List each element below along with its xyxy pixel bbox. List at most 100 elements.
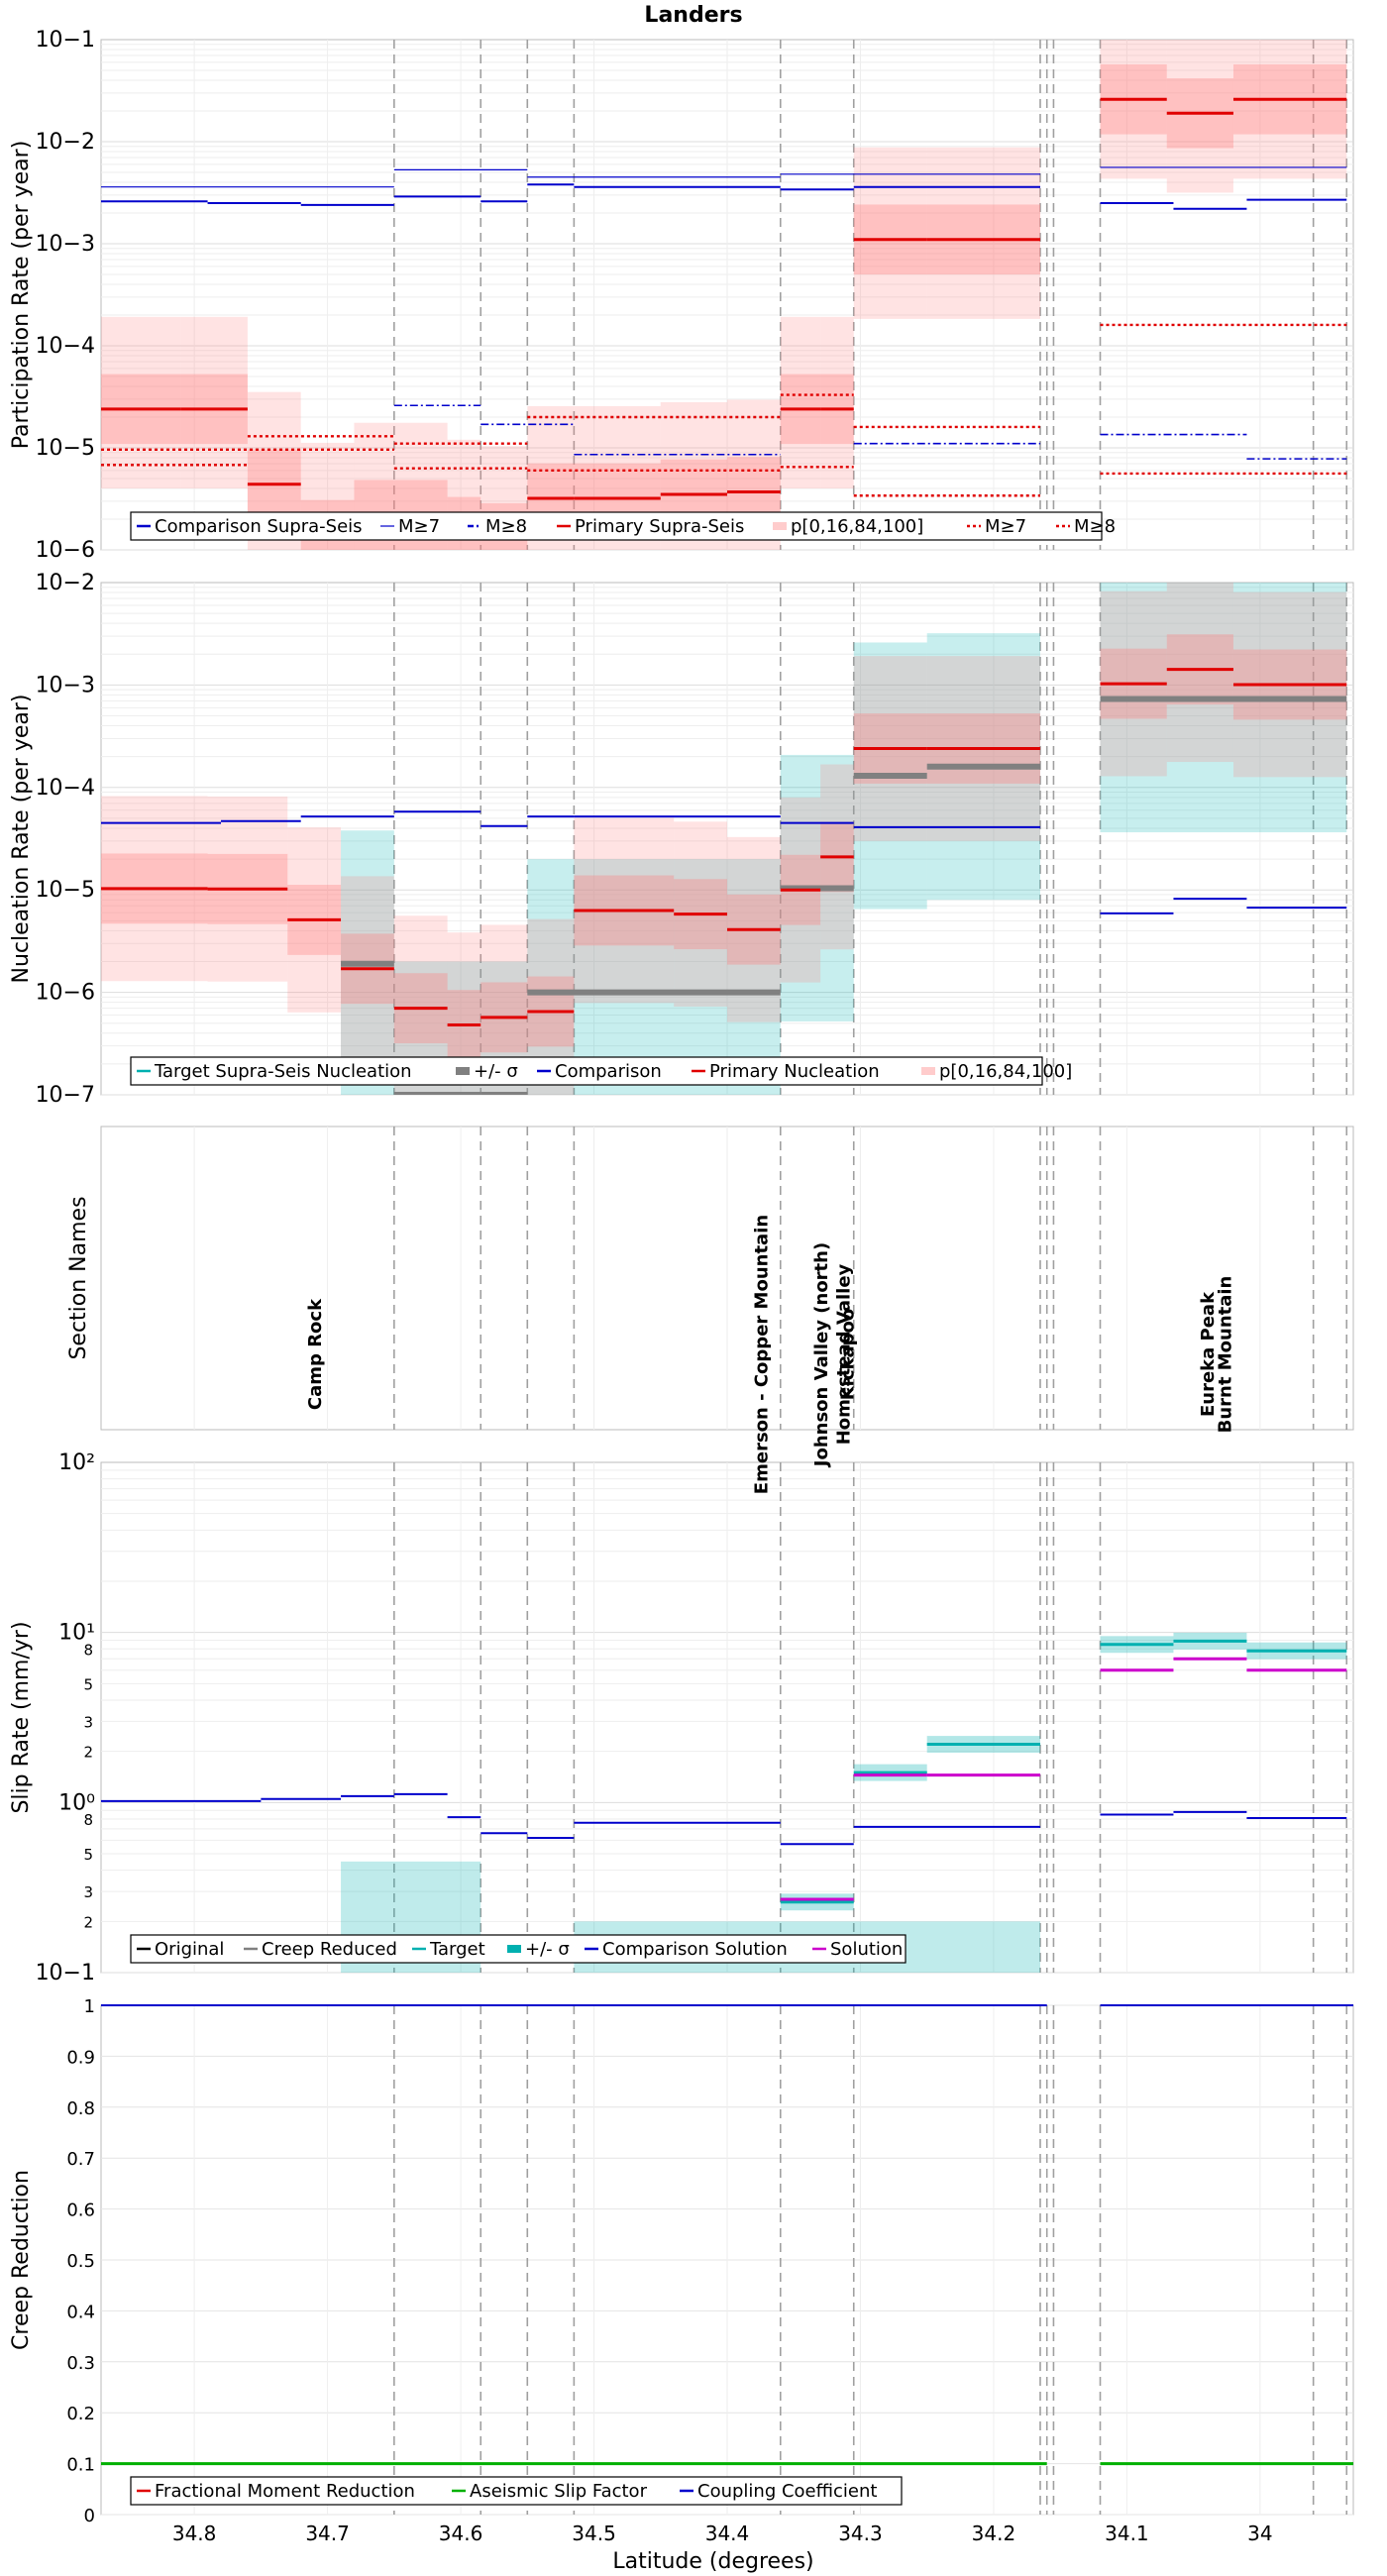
figure-title: Landers — [644, 3, 742, 28]
x-tick-label: 34 — [1247, 2522, 1272, 2545]
y-tick-label: 10−5 — [36, 436, 95, 461]
legend-entry: Aseismic Slip Factor — [470, 2481, 648, 2502]
legend-entry: Comparison Solution — [602, 1939, 788, 1960]
section-name-label: Eureka Peak — [1198, 1291, 1219, 1417]
uncertainty-band-outer — [1166, 583, 1233, 763]
x-tick-label: 34.2 — [972, 2522, 1016, 2545]
legend: Original Creep Reduced Target +/- σ Comparis… — [130, 1934, 907, 1964]
y-tick-label: 10−1 — [36, 28, 95, 53]
section-name-label: Burnt Mountain — [1215, 1276, 1235, 1434]
target-sigma-band — [1100, 583, 1347, 833]
legend-entry: Solution — [830, 1939, 903, 1960]
section-name-label: Kickapoo — [838, 1309, 859, 1401]
creep-series — [101, 2004, 1353, 2466]
y-tick-label: 0.6 — [66, 2200, 95, 2221]
y-minor-tick-label: 8 — [83, 1811, 93, 1829]
legend-entry: M≥7 — [398, 516, 440, 537]
legend-entry: Primary Nucleation — [709, 1061, 880, 1082]
legend-entry: Comparison Supra-Seis — [155, 516, 363, 537]
legend-entry: M≥8 — [1074, 516, 1116, 537]
x-tick-label: 34.7 — [305, 2522, 350, 2545]
y-minor-tick-label: 3 — [83, 1883, 93, 1901]
y-tick-label: 10−7 — [36, 1083, 95, 1108]
y-tick-label: 10−4 — [36, 776, 95, 801]
y-axis-label: Nucleation Rate (per year) — [9, 695, 34, 984]
x-tick-label: 34.5 — [572, 2522, 616, 2545]
uncertainty-band-outer — [853, 147, 927, 319]
y-minor-tick-label: 5 — [83, 1846, 93, 1864]
nucleation-series — [101, 583, 1347, 1095]
panel-2 — [100, 1126, 1354, 1431]
section-name-label: Homestead Valley — [834, 1263, 855, 1445]
y-tick-label: 0.8 — [66, 2098, 95, 2119]
panel-0: 10−6 10−5 10−4 10−3 10−2 10−1 Participation Ra… — [9, 28, 1354, 563]
panel-4: 0 0.1 0.2 0.3 0.4 0.5 0.6 0.7 0.8 0.9 1 Creep Reduc… — [9, 1996, 1354, 2545]
legend-entry: Fractional Moment Reduction — [155, 2481, 415, 2502]
y-tick-label: 0.7 — [66, 2149, 95, 2170]
y-tick-label: 10−3 — [36, 232, 95, 257]
uncertainty-band-outer — [180, 316, 248, 488]
y-tick-label: 0.5 — [66, 2251, 95, 2272]
legend: Target Supra-Seis Nucleation +/- σ Compari… — [130, 1056, 1072, 1086]
uncertainty-band-outer — [926, 147, 1040, 319]
uncertainty-band-outer — [820, 316, 854, 488]
y-tick-label: 0.3 — [66, 2353, 95, 2374]
uncertainty-band-outer — [1232, 40, 1347, 179]
x-tick-label: 34.3 — [838, 2522, 883, 2545]
legend-box — [130, 511, 1103, 541]
legend-entry: Original — [155, 1939, 224, 1960]
y-minor-tick-label: 2 — [83, 1913, 93, 1931]
uncertainty-band-outer — [1100, 40, 1167, 179]
x-tick-label: 34.1 — [1105, 2522, 1149, 2545]
y-tick-label: 10−2 — [36, 130, 95, 155]
legend-entry: M≥7 — [985, 516, 1026, 537]
y-axis-label: Participation Rate (per year) — [9, 141, 34, 450]
legend-entry: +/- σ — [474, 1061, 518, 1082]
y-tick-label: 10−6 — [36, 981, 95, 1006]
y-tick-label: 0 — [84, 2506, 95, 2526]
section-name-label: Johnson Valley (north) — [811, 1242, 832, 1468]
y-tick-label: 0.4 — [66, 2302, 95, 2322]
x-axis-label: Latitude (degrees) — [612, 2549, 813, 2574]
y-tick-label: 10−6 — [36, 538, 95, 563]
legend: Comparison Supra-Seis M≥7 M≥8 Primary Supra… — [130, 511, 1116, 541]
legend-entry: Target — [429, 1939, 485, 1960]
legend-entry: p[0,16,84,100] — [939, 1061, 1072, 1082]
x-tick-label: 34.6 — [439, 2522, 483, 2545]
y-tick-label: 10² — [58, 1450, 95, 1475]
target-sigma-band — [527, 859, 781, 1095]
section-names-panel: Section Names Camp Rock Emerson - Copper M… — [66, 1196, 1235, 1494]
y-tick-label: 10¹ — [58, 1621, 95, 1646]
uncertainty-band-outer — [101, 316, 181, 488]
legend: Fractional Moment Reduction Aseismic Slip… — [130, 2476, 903, 2506]
y-tick-label: 10−3 — [36, 673, 95, 698]
y-axis-label: Slip Rate (mm/yr) — [9, 1621, 34, 1813]
section-name-label: Emerson - Copper Mountain — [751, 1215, 772, 1494]
y-minor-tick-label: 3 — [83, 1713, 93, 1731]
legend-box — [130, 1056, 1043, 1086]
x-tick-label: 34.4 — [705, 2522, 750, 2545]
y-minor-tick-label: 5 — [83, 1675, 93, 1693]
section-names-title: Section Names — [66, 1196, 91, 1359]
legend-entry: p[0,16,84,100] — [791, 516, 923, 537]
y-tick-label: 0.1 — [66, 2455, 95, 2476]
y-minor-tick-label: 8 — [83, 1641, 93, 1659]
y-tick-label: 10⁰ — [58, 1790, 95, 1815]
y-tick-label: 1 — [84, 1996, 95, 2017]
x-tick-label: 34.8 — [172, 2522, 217, 2545]
y-tick-label: 0.9 — [66, 2047, 95, 2068]
legend-box — [130, 2476, 903, 2506]
legend-entry: Creep Reduced — [262, 1939, 397, 1960]
y-tick-label: 10−5 — [36, 878, 95, 903]
y-tick-label: 10−1 — [36, 1961, 95, 1986]
uncertainty-band-outer — [780, 316, 821, 488]
legend-entry: M≥8 — [485, 516, 527, 537]
legend-entry: Comparison — [555, 1061, 662, 1082]
y-axis-label: Creep Reduction — [9, 2170, 34, 2350]
y-tick-label: 10−4 — [36, 334, 95, 359]
y-tick-label: 10−2 — [36, 571, 95, 595]
legend-entry: Target Supra-Seis Nucleation — [154, 1061, 412, 1082]
legend-entry: Coupling Coefficient — [697, 2481, 877, 2502]
y-minor-tick-label: 2 — [83, 1744, 93, 1762]
